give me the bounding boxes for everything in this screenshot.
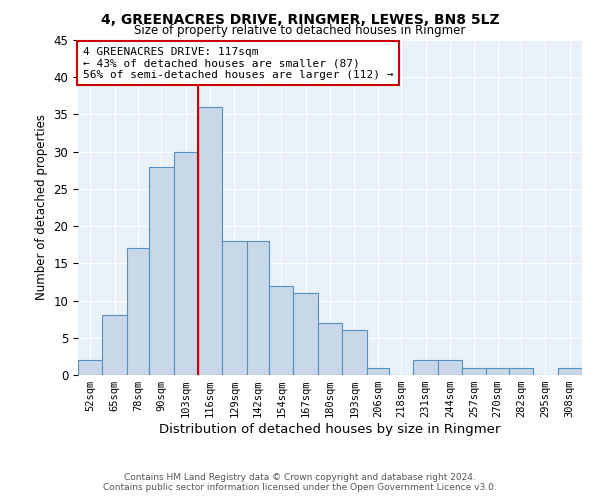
Bar <box>557 368 582 375</box>
Bar <box>293 293 318 375</box>
Bar <box>247 241 269 375</box>
Bar <box>78 360 103 375</box>
Bar <box>198 107 222 375</box>
Text: Size of property relative to detached houses in Ringmer: Size of property relative to detached ho… <box>134 24 466 37</box>
X-axis label: Distribution of detached houses by size in Ringmer: Distribution of detached houses by size … <box>160 423 500 436</box>
Bar <box>318 323 342 375</box>
Bar <box>269 286 293 375</box>
Bar <box>462 368 487 375</box>
Bar <box>487 368 509 375</box>
Bar <box>149 166 173 375</box>
Bar <box>438 360 462 375</box>
Bar <box>103 316 127 375</box>
Y-axis label: Number of detached properties: Number of detached properties <box>35 114 48 300</box>
Bar <box>509 368 533 375</box>
Bar <box>222 241 247 375</box>
Text: Contains HM Land Registry data © Crown copyright and database right 2024.
Contai: Contains HM Land Registry data © Crown c… <box>103 473 497 492</box>
Bar <box>342 330 367 375</box>
Bar <box>173 152 198 375</box>
Bar <box>413 360 438 375</box>
Text: 4 GREENACRES DRIVE: 117sqm
← 43% of detached houses are smaller (87)
56% of semi: 4 GREENACRES DRIVE: 117sqm ← 43% of deta… <box>83 46 394 80</box>
Bar <box>127 248 149 375</box>
Bar <box>367 368 389 375</box>
Text: 4, GREENACRES DRIVE, RINGMER, LEWES, BN8 5LZ: 4, GREENACRES DRIVE, RINGMER, LEWES, BN8… <box>101 12 499 26</box>
